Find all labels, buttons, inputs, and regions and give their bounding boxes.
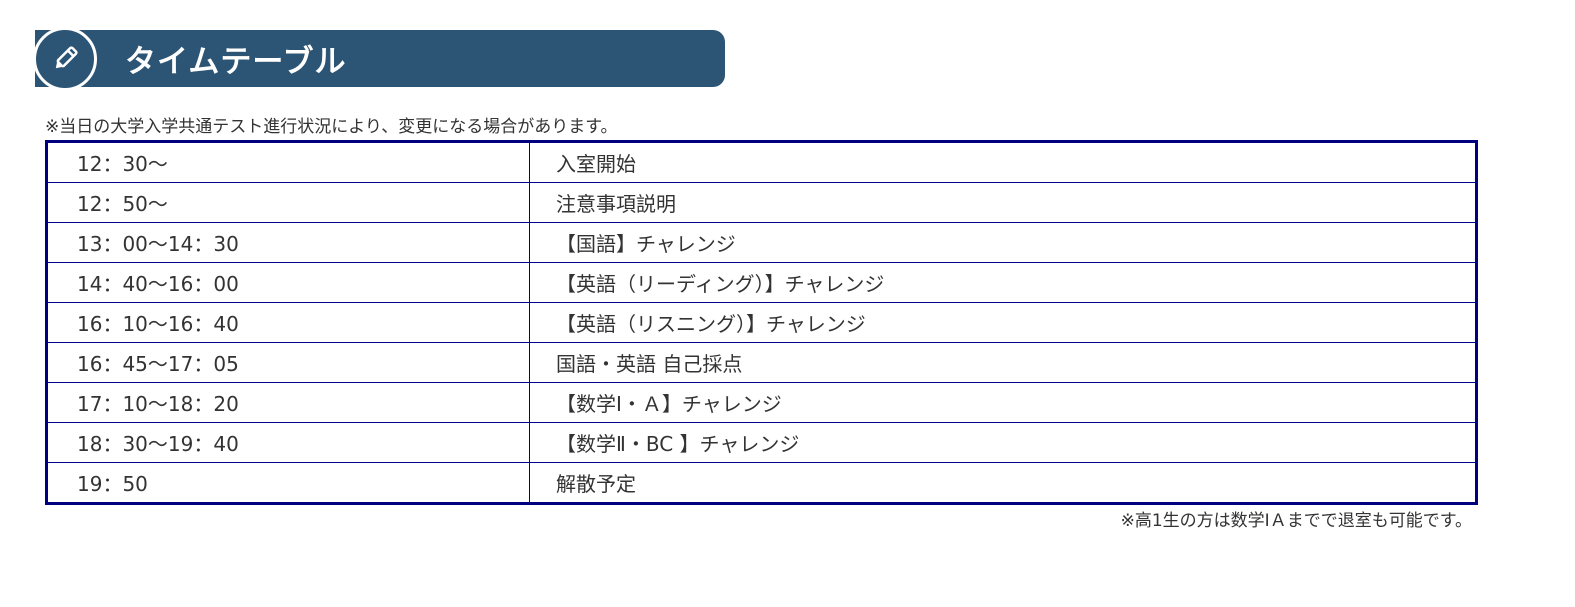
table-row: 19：50 解散予定 bbox=[46, 462, 1477, 504]
event-cell: 【国語】チャレンジ bbox=[529, 222, 1477, 263]
event-cell: 注意事項説明 bbox=[529, 182, 1477, 223]
table-row: 14：40～16：00 【英語（リーディング）】チャレンジ bbox=[46, 262, 1477, 303]
table-row: 17：10～18：20 【数学Ⅰ・Ａ】チャレンジ bbox=[46, 382, 1477, 423]
time-cell: 17：10～18：20 bbox=[46, 382, 530, 423]
table-row: 16：45～17：05 国語・英語 自己採点 bbox=[46, 342, 1477, 383]
table-row: 12：50～ 注意事項説明 bbox=[46, 182, 1477, 223]
time-cell: 19：50 bbox=[46, 462, 530, 504]
event-cell: 解散予定 bbox=[529, 462, 1477, 504]
time-cell: 12：50～ bbox=[46, 182, 530, 223]
time-cell: 16：45～17：05 bbox=[46, 342, 530, 383]
event-cell: 【数学Ⅰ・Ａ】チャレンジ bbox=[529, 382, 1477, 423]
section-title: タイムテーブル bbox=[125, 44, 347, 80]
time-cell: 16：10～16：40 bbox=[46, 302, 530, 343]
time-cell: 14：40～16：00 bbox=[46, 262, 530, 303]
event-cell: 入室開始 bbox=[529, 141, 1477, 183]
table-row: 18：30～19：40 【数学Ⅱ・BC 】チャレンジ bbox=[46, 422, 1477, 463]
time-cell: 12：30～ bbox=[46, 141, 530, 183]
schedule-note: ※当日の大学入学共通テスト進行状況により、変更になる場合があります。 bbox=[45, 117, 618, 137]
time-cell: 13：00～14：30 bbox=[46, 222, 530, 263]
event-cell: 国語・英語 自己採点 bbox=[529, 342, 1477, 383]
footnote: ※高1生の方は数学ⅠＡまでで退室も可能です。 bbox=[1120, 511, 1472, 531]
table-row: 16：10～16：40 【英語（リスニング）】チャレンジ bbox=[46, 302, 1477, 343]
event-cell: 【英語（リーディング）】チャレンジ bbox=[529, 262, 1477, 303]
time-cell: 18：30～19：40 bbox=[46, 422, 530, 463]
table-row: 12：30～ 入室開始 bbox=[46, 141, 1477, 183]
section-header: タイムテーブル bbox=[33, 27, 725, 91]
timetable: 12：30～ 入室開始 12：50～ 注意事項説明 13：00～14：30 【国語】チャレ… bbox=[45, 140, 1478, 505]
pencil-icon bbox=[33, 27, 97, 91]
event-cell: 【数学Ⅱ・BC 】チャレンジ bbox=[529, 422, 1477, 463]
event-cell: 【英語（リスニング）】チャレンジ bbox=[529, 302, 1477, 343]
table-row: 13：00～14：30 【国語】チャレンジ bbox=[46, 222, 1477, 263]
